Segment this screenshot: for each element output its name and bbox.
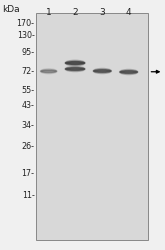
Ellipse shape — [66, 62, 84, 64]
Ellipse shape — [120, 70, 138, 74]
Text: 3: 3 — [99, 8, 105, 17]
Text: 26-: 26- — [22, 142, 35, 151]
Text: 55-: 55- — [21, 86, 35, 95]
Text: 170-: 170- — [17, 18, 35, 28]
Text: 72-: 72- — [21, 67, 35, 76]
Text: 11-: 11- — [22, 191, 35, 200]
Text: 34-: 34- — [22, 121, 35, 130]
Text: 2: 2 — [72, 8, 78, 17]
Text: 43-: 43- — [22, 102, 35, 110]
Text: 1: 1 — [46, 8, 51, 17]
Ellipse shape — [94, 70, 111, 72]
Text: 130-: 130- — [17, 31, 35, 40]
Bar — [36, 12, 148, 240]
Ellipse shape — [65, 66, 85, 71]
Text: kDa: kDa — [2, 6, 19, 15]
Ellipse shape — [93, 68, 111, 73]
Ellipse shape — [120, 71, 137, 73]
Ellipse shape — [66, 68, 84, 70]
Text: 4: 4 — [126, 8, 132, 17]
Text: 95-: 95- — [21, 48, 35, 57]
Text: 17-: 17- — [22, 168, 35, 177]
Ellipse shape — [40, 69, 57, 74]
Ellipse shape — [41, 70, 56, 72]
Ellipse shape — [65, 60, 85, 66]
